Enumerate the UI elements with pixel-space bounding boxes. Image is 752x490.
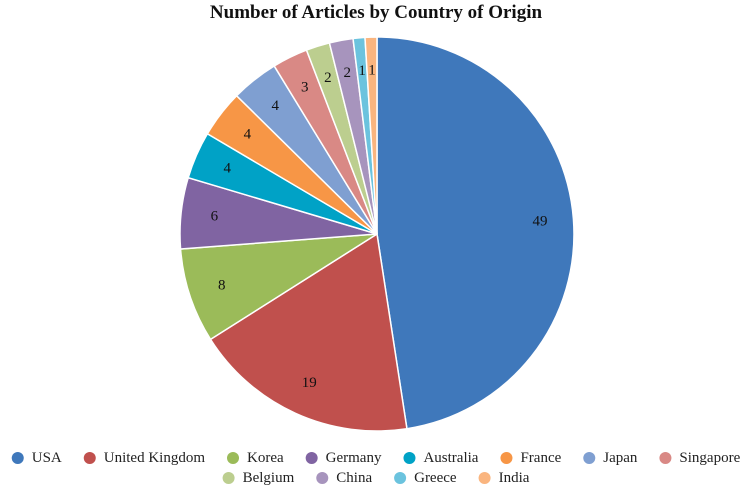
legend-marker-greece bbox=[394, 472, 407, 484]
legend-item-japan: Japan bbox=[583, 450, 638, 466]
data-label-india: 1 bbox=[368, 63, 376, 79]
legend-label-korea: Korea bbox=[247, 450, 284, 466]
data-label-united-kingdom: 19 bbox=[302, 375, 317, 391]
legend-marker-australia bbox=[403, 452, 416, 464]
data-label-australia: 4 bbox=[223, 161, 231, 177]
legend-item-china: China bbox=[316, 470, 372, 486]
legend-label-singapore: Singapore bbox=[679, 450, 740, 466]
data-label-japan: 4 bbox=[272, 98, 280, 114]
legend-label-greece: Greece bbox=[414, 470, 457, 486]
legend-marker-japan bbox=[583, 452, 596, 464]
data-label-germany: 6 bbox=[211, 209, 219, 225]
legend-item-france: France bbox=[500, 450, 562, 466]
legend-label-japan: Japan bbox=[603, 450, 638, 466]
legend-marker-india bbox=[478, 472, 491, 484]
data-label-usa: 49 bbox=[533, 214, 548, 230]
legend-item-usa: USA bbox=[11, 450, 62, 466]
legend-marker-singapore bbox=[659, 452, 672, 464]
legend-item-korea: Korea bbox=[227, 450, 284, 466]
legend-marker-france bbox=[500, 452, 513, 464]
data-label-china: 2 bbox=[343, 65, 351, 81]
data-label-greece: 1 bbox=[358, 63, 366, 79]
legend: USA United Kingdom Korea Germany Australia Fr… bbox=[11, 450, 741, 486]
data-label-korea: 8 bbox=[218, 278, 226, 294]
pie-slices bbox=[179, 36, 575, 432]
legend-item-india: India bbox=[478, 470, 530, 486]
legend-item-belgium: Belgium bbox=[222, 470, 295, 486]
data-label-france: 4 bbox=[244, 126, 252, 142]
legend-marker-united-kingdom bbox=[83, 452, 96, 464]
slice-india bbox=[364, 36, 378, 235]
chart-title: Number of Articles by Country of Origin bbox=[209, 2, 543, 23]
data-label-singapore: 3 bbox=[301, 79, 309, 95]
legend-item-united-kingdom: United Kingdom bbox=[83, 450, 206, 466]
legend-marker-belgium bbox=[222, 472, 235, 484]
slice-usa bbox=[376, 36, 575, 430]
legend-item-australia: Australia bbox=[403, 450, 479, 466]
legend-label-united-kingdom: United Kingdom bbox=[104, 450, 206, 466]
legend-marker-germany bbox=[305, 452, 318, 464]
legend-label-china: China bbox=[336, 470, 372, 486]
legend-marker-china bbox=[316, 472, 329, 484]
legend-label-usa: USA bbox=[32, 450, 62, 466]
legend-item-singapore: Singapore bbox=[659, 450, 741, 466]
legend-label-belgium: Belgium bbox=[243, 470, 295, 486]
legend-item-greece: Greece bbox=[394, 470, 457, 486]
legend-marker-korea bbox=[227, 452, 240, 464]
legend-marker-usa bbox=[11, 452, 24, 464]
slice-united-kingdom bbox=[209, 232, 408, 432]
legend-item-germany: Germany bbox=[305, 450, 382, 466]
legend-label-france: France bbox=[520, 450, 561, 466]
legend-label-germany: Germany bbox=[326, 450, 382, 466]
slice-korea bbox=[179, 233, 378, 341]
legend-label-australia: Australia bbox=[423, 450, 478, 466]
data-label-belgium: 2 bbox=[324, 70, 332, 86]
legend-label-india: India bbox=[499, 470, 530, 486]
